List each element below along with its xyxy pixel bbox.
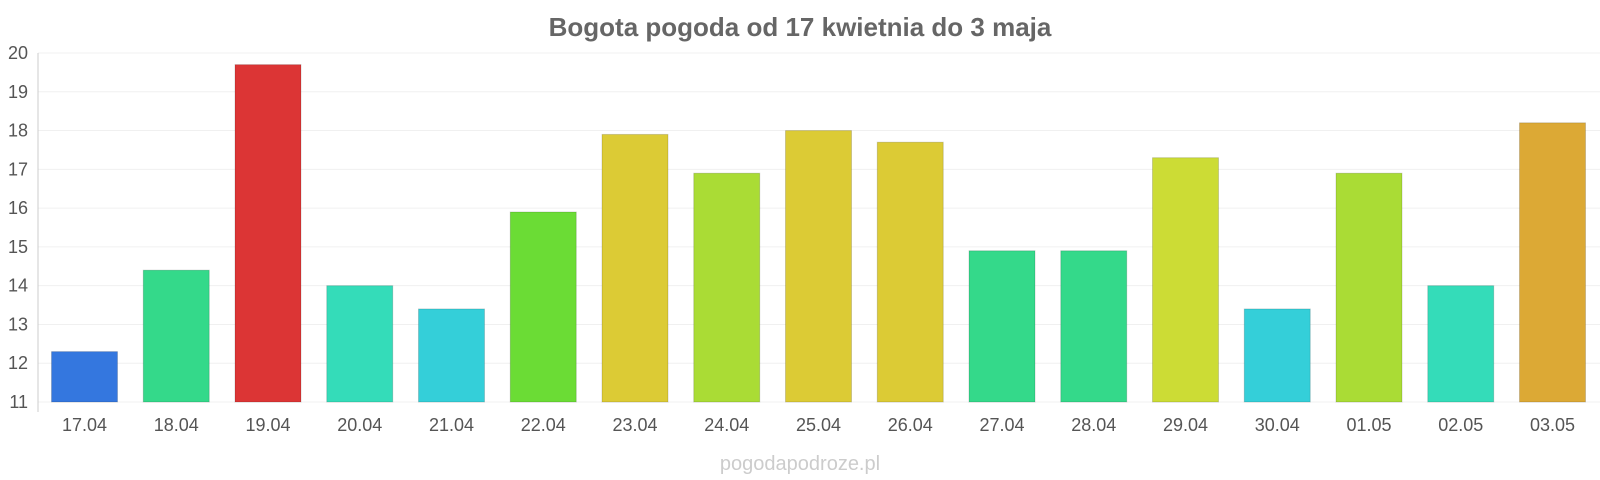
bar-19-04 [234,64,302,403]
chart-title: Bogota pogoda od 17 kwietnia do 3 maja [549,12,1052,42]
y-tick-label: 16 [8,198,28,218]
bar-22-04 [509,211,577,403]
x-tick-label: 03.05 [1530,415,1575,435]
x-tick-label: 20.04 [337,415,382,435]
x-tick-label: 18.04 [154,415,199,435]
x-tick-label: 01.05 [1346,415,1391,435]
bar-17-04 [51,351,118,403]
bar-23-04 [601,133,669,403]
bar-25-04 [785,130,852,403]
y-axis-ticks: 11 12 13 14 15 16 17 18 19 20 [8,43,28,412]
x-tick-label: 29.04 [1163,415,1208,435]
x-tick-label: 21.04 [429,415,474,435]
bar-01-05 [1335,172,1403,403]
x-axis-ticks: 17.04 18.04 19.04 20.04 21.04 22.04 23.04 24.04… [62,415,1575,435]
bar-29-04 [1152,157,1219,403]
bar-26-04 [876,141,944,403]
x-tick-label: 23.04 [612,415,657,435]
x-tick-label: 28.04 [1071,415,1116,435]
bar-20-04 [326,285,394,403]
bar-27-04 [968,250,1036,403]
x-tick-label: 24.04 [704,415,749,435]
x-tick-label: 22.04 [521,415,566,435]
y-tick-label: 19 [8,82,28,102]
y-tick-label: 17 [8,159,28,179]
watermark: pogodapodroze.pl [720,453,880,475]
y-tick-label: 13 [8,314,28,334]
y-tick-label: 12 [8,353,28,373]
bar-02-05 [1427,285,1495,403]
x-tick-label: 19.04 [245,415,290,435]
bar-21-04 [418,308,485,403]
bars [51,64,1586,403]
bar-28-04 [1060,250,1128,403]
x-tick-label: 30.04 [1255,415,1300,435]
bar-18-04 [142,269,210,403]
bar-03-05 [1519,122,1586,403]
x-tick-label: 27.04 [979,415,1024,435]
x-tick-label: 17.04 [62,415,107,435]
x-tick-label: 26.04 [888,415,933,435]
y-tick-label: 18 [8,121,28,141]
bar-24-04 [693,172,761,403]
x-tick-label: 25.04 [796,415,841,435]
y-tick-label: 14 [8,276,28,296]
y-tick-label: 20 [8,43,28,63]
bar-30-04 [1243,308,1311,403]
y-tick-label: 11 [9,392,28,412]
y-tick-label: 15 [8,237,28,257]
x-tick-label: 02.05 [1438,415,1483,435]
